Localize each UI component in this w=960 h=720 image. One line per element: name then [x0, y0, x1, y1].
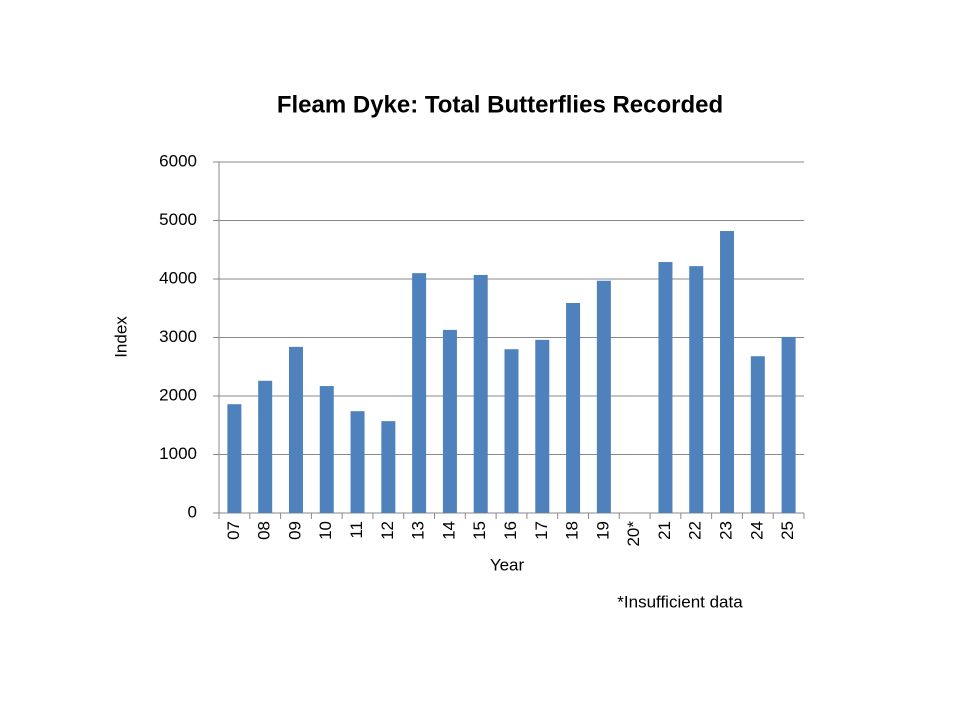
x-tick-label: 07: [224, 521, 243, 540]
annotation: *Insufficient data: [617, 592, 743, 611]
bar: [442, 329, 457, 513]
bar: [658, 262, 673, 513]
x-tick-label: 18: [563, 521, 582, 540]
bar: [412, 273, 427, 513]
y-tick-label: 4000: [159, 268, 197, 287]
chart-title: Fleam Dyke: Total Butterflies Recorded: [277, 91, 723, 118]
x-tick-label: 24: [747, 521, 766, 540]
y-tick-label: 2000: [159, 385, 197, 404]
bar: [288, 346, 303, 513]
bar: [258, 380, 273, 513]
x-tick-label: 12: [378, 521, 397, 540]
y-axis-label: Index: [111, 316, 130, 358]
y-tick-label: 5000: [159, 210, 197, 229]
x-tick-label: 20*: [624, 521, 643, 547]
bar: [781, 336, 796, 513]
bar: [350, 411, 365, 513]
bar: [689, 266, 704, 513]
x-tick-label: 08: [255, 521, 274, 540]
x-tick-label: 13: [409, 521, 428, 540]
x-tick-label: 15: [470, 521, 489, 540]
x-axis-label: Year: [490, 555, 525, 574]
bar: [566, 302, 581, 513]
bar: [750, 356, 765, 513]
y-tick-label: 0: [188, 502, 197, 521]
bar: [596, 280, 611, 513]
bar: [381, 421, 396, 513]
x-tick-label: 10: [316, 521, 335, 540]
bar: [535, 339, 550, 513]
x-tick-label: 14: [439, 521, 458, 540]
x-tick-label: 09: [285, 521, 304, 540]
bar: [319, 386, 334, 513]
y-tick-label: 6000: [159, 151, 197, 170]
x-tick-label: 22: [686, 521, 705, 540]
x-tick-label: 16: [501, 521, 520, 540]
x-tick-label: 21: [655, 521, 674, 540]
bar: [227, 404, 242, 513]
y-tick-label: 1000: [159, 444, 197, 463]
x-tick-label: 19: [593, 521, 612, 540]
bar: [720, 231, 735, 513]
x-tick-label: 17: [532, 521, 551, 540]
bar: [473, 274, 488, 513]
x-tick-label: 25: [778, 521, 797, 540]
bar: [504, 349, 519, 513]
y-tick-label: 3000: [159, 327, 197, 346]
x-tick-label: 11: [347, 521, 366, 539]
x-tick-label: 23: [717, 521, 736, 540]
